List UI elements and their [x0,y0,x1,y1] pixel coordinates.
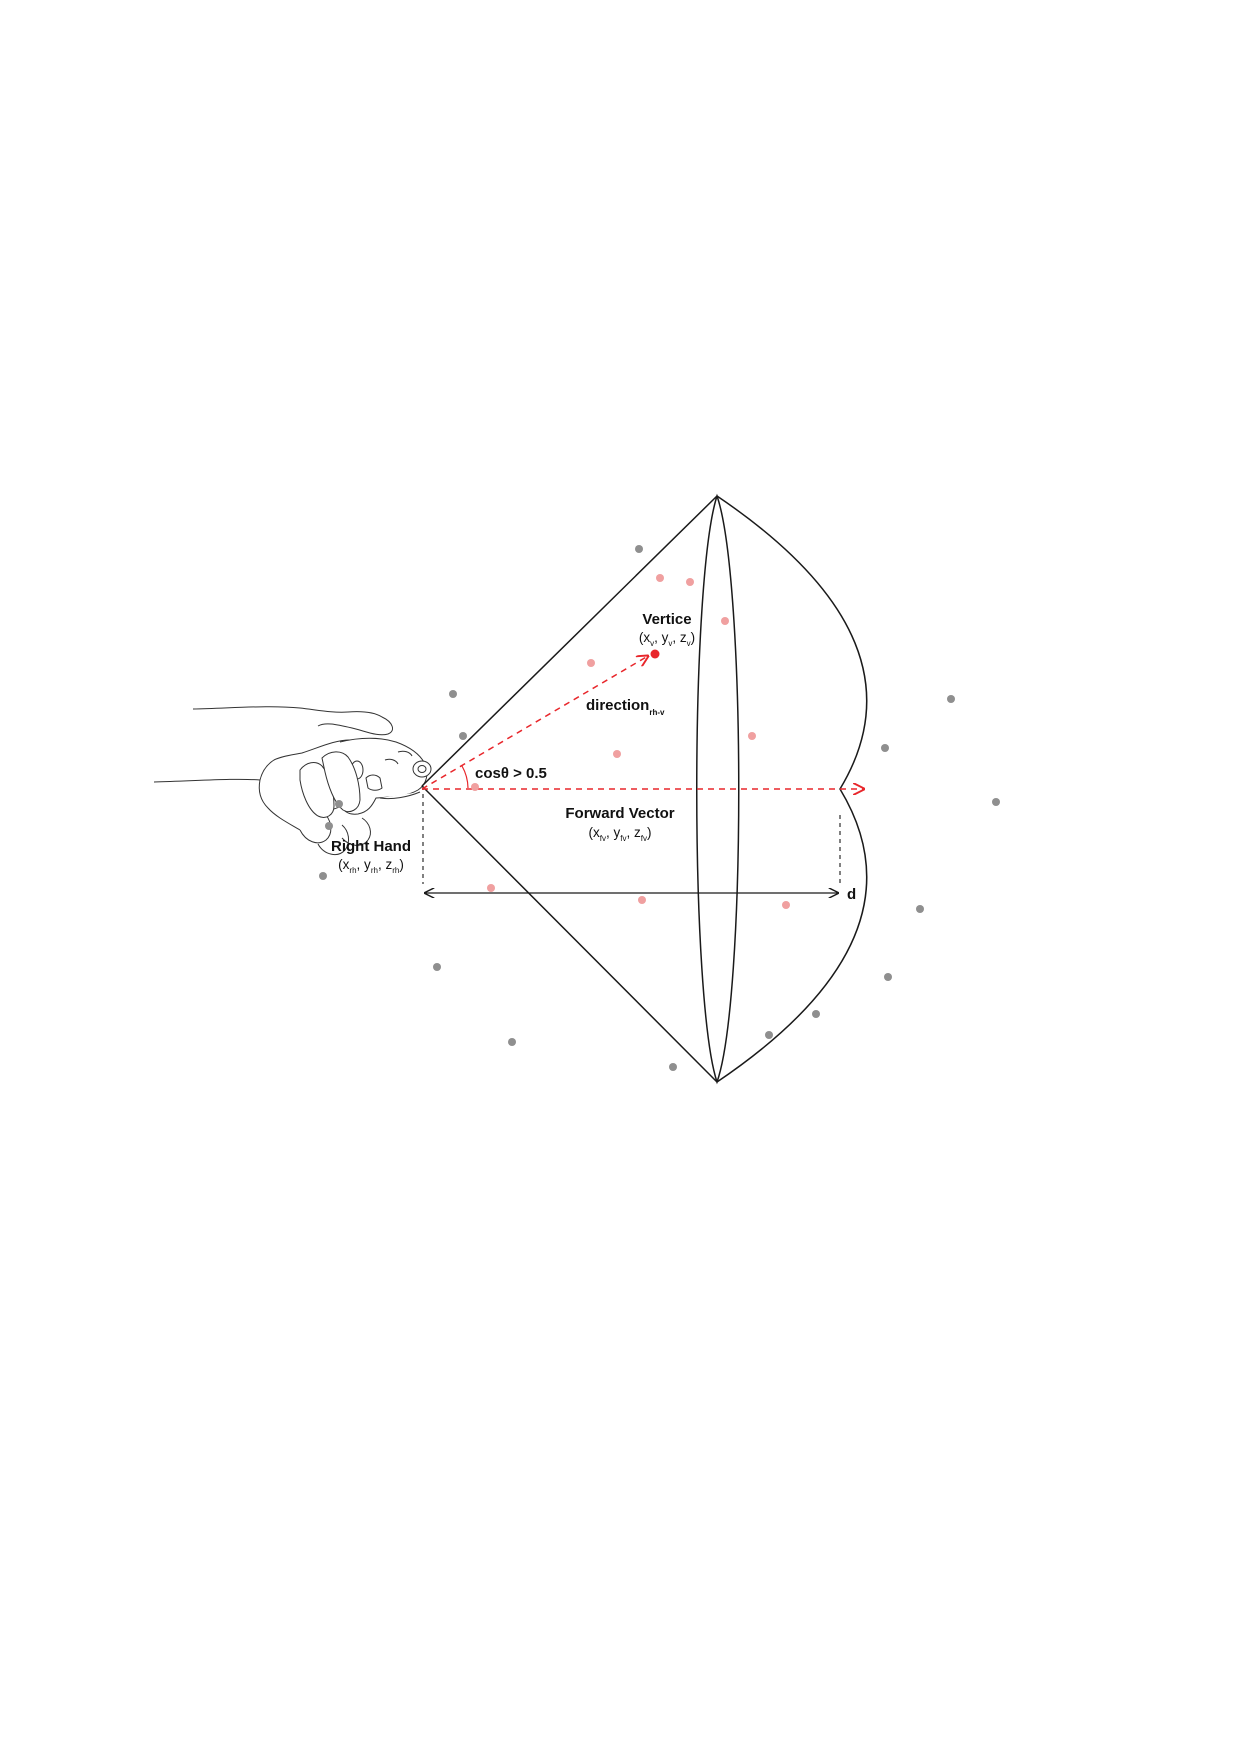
outside-point [765,1031,773,1039]
distance-measure [422,786,841,893]
outside-point [635,545,643,553]
inside-point [656,574,664,582]
inside-point [686,578,694,586]
inside-point [487,884,495,892]
outside-point [881,744,889,752]
vertice-title: Vertice [642,611,691,628]
vertex-point [650,649,660,659]
inside-point [638,896,646,904]
inside-point [721,617,729,625]
forward-vector-coordinates: (xfv, yfv, zfv) [589,825,652,843]
outside-point [459,732,467,740]
inside-point [613,750,621,758]
angle-label: cosθ > 0.5 [475,765,547,782]
outside-point [992,798,1000,806]
outside-point [947,695,955,703]
outside-point [335,800,343,808]
outside-point [319,872,327,880]
outside-point [449,690,457,698]
cone-upper-edge [421,495,718,787]
distance-label: d [847,886,856,903]
forward-vector-title: Forward Vector [565,805,674,822]
angle-arc [461,765,469,789]
vertice-coordinates: (xv, yv, zv) [639,630,695,648]
outside-point [916,905,924,913]
right-hand-coordinates: (xrh, yrh, zrh) [338,857,404,875]
outside-point [325,822,333,830]
outside-point [884,973,892,981]
inside-point [587,659,595,667]
outside-point [508,1038,516,1046]
vectors [421,656,864,789]
labels: Vertice (xv, yv, zv) directionrh-v cosθ … [331,611,856,903]
right-hand-controller-icon [153,706,432,856]
outside-point [433,963,441,971]
right-hand-title: Right Hand [331,838,411,855]
cone-lower-edge [421,785,718,1083]
inside-point [471,783,479,791]
outside-point [669,1063,677,1071]
scatter-points [319,545,1000,1071]
inside-point [782,901,790,909]
inside-point [748,732,756,740]
direction-label: directionrh-v [586,697,665,717]
outside-point [812,1010,820,1018]
